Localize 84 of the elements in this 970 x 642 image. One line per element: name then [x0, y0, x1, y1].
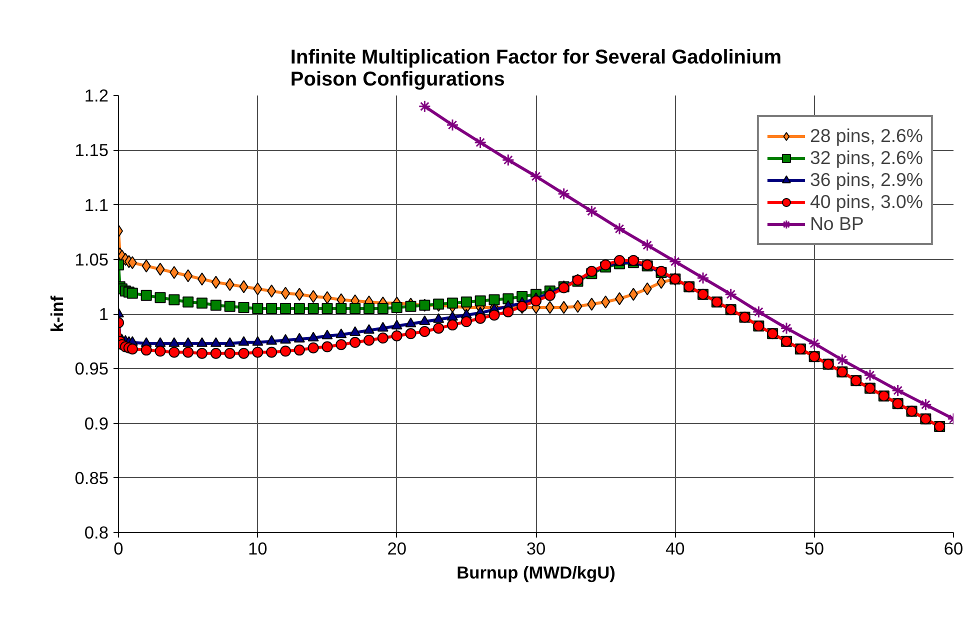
point	[780, 322, 793, 334]
point	[405, 318, 416, 328]
point	[238, 336, 250, 346]
point	[502, 154, 514, 166]
point	[668, 255, 682, 268]
y-tick-label: 1.1	[84, 194, 109, 215]
point	[128, 256, 137, 270]
point	[836, 354, 848, 366]
point	[558, 188, 570, 200]
point	[752, 306, 765, 318]
point	[628, 288, 638, 301]
y-axis-title: k-inf	[46, 295, 67, 332]
point	[864, 368, 876, 382]
point	[642, 282, 652, 296]
point	[559, 300, 568, 314]
y-tick-label: 0.8	[84, 522, 109, 542]
x-tick-label: 40	[666, 538, 685, 558]
chart-title: Infinite Multiplication Factor for Several Gadolinium Poison Configurations	[290, 46, 782, 90]
y-tick-label: 1	[98, 304, 109, 324]
point	[322, 291, 332, 304]
x-tick-label: 30	[526, 538, 546, 558]
point	[419, 315, 430, 326]
point	[892, 384, 904, 397]
point	[322, 330, 333, 340]
y-tick-label: 0.85	[74, 468, 109, 488]
point	[641, 238, 654, 252]
point	[267, 284, 276, 298]
point	[587, 298, 596, 311]
point	[391, 320, 402, 330]
x-tick-label: 0	[114, 538, 124, 558]
point	[294, 332, 305, 343]
point	[418, 100, 431, 113]
point	[211, 276, 220, 289]
x-tick-label: 50	[804, 538, 824, 558]
y-tick-label: 1.15	[74, 140, 109, 160]
y-tick-label: 1.2	[84, 86, 109, 106]
legend-label: 32 pins, 2.6%	[810, 147, 923, 169]
x-tick-label: 20	[387, 538, 406, 558]
point	[308, 290, 318, 304]
point	[433, 313, 444, 323]
point	[294, 288, 304, 301]
point	[196, 337, 208, 347]
point	[239, 280, 248, 294]
y-tick-label: 1.05	[74, 249, 109, 270]
point	[530, 170, 542, 183]
point	[724, 288, 738, 301]
point	[184, 269, 193, 282]
point	[168, 337, 180, 347]
x-tick-label: 60	[944, 538, 964, 558]
legend-label: 40 pins, 3.0%	[810, 191, 923, 213]
point	[364, 324, 374, 334]
point	[601, 295, 610, 308]
point	[336, 328, 347, 338]
point	[573, 300, 582, 313]
point	[142, 259, 151, 272]
y-tick-label: 0.9	[84, 413, 109, 434]
point	[545, 300, 554, 314]
y-tick-label: 0.95	[74, 358, 109, 379]
legend-label: 36 pins, 2.9%	[810, 169, 923, 191]
point	[474, 136, 487, 149]
x-axis-title: Burnup (MWD/kgU)	[456, 562, 616, 582]
legend-label: 28 pins, 2.6%	[810, 125, 923, 147]
point	[377, 322, 388, 332]
point	[266, 335, 278, 345]
point	[446, 118, 459, 132]
point	[210, 337, 222, 347]
point	[808, 337, 821, 350]
point	[156, 262, 165, 276]
point	[308, 332, 319, 342]
point	[280, 334, 291, 344]
point	[613, 222, 626, 236]
point	[253, 282, 262, 296]
point	[224, 337, 236, 347]
point	[225, 278, 234, 292]
point	[585, 205, 598, 218]
point	[182, 337, 194, 347]
point	[252, 336, 264, 346]
x-tick-label: 10	[248, 538, 268, 558]
point	[154, 337, 166, 347]
point	[350, 326, 361, 336]
point	[170, 266, 179, 279]
point	[919, 398, 932, 411]
point	[696, 272, 710, 284]
legend-label: No BP	[810, 213, 864, 235]
